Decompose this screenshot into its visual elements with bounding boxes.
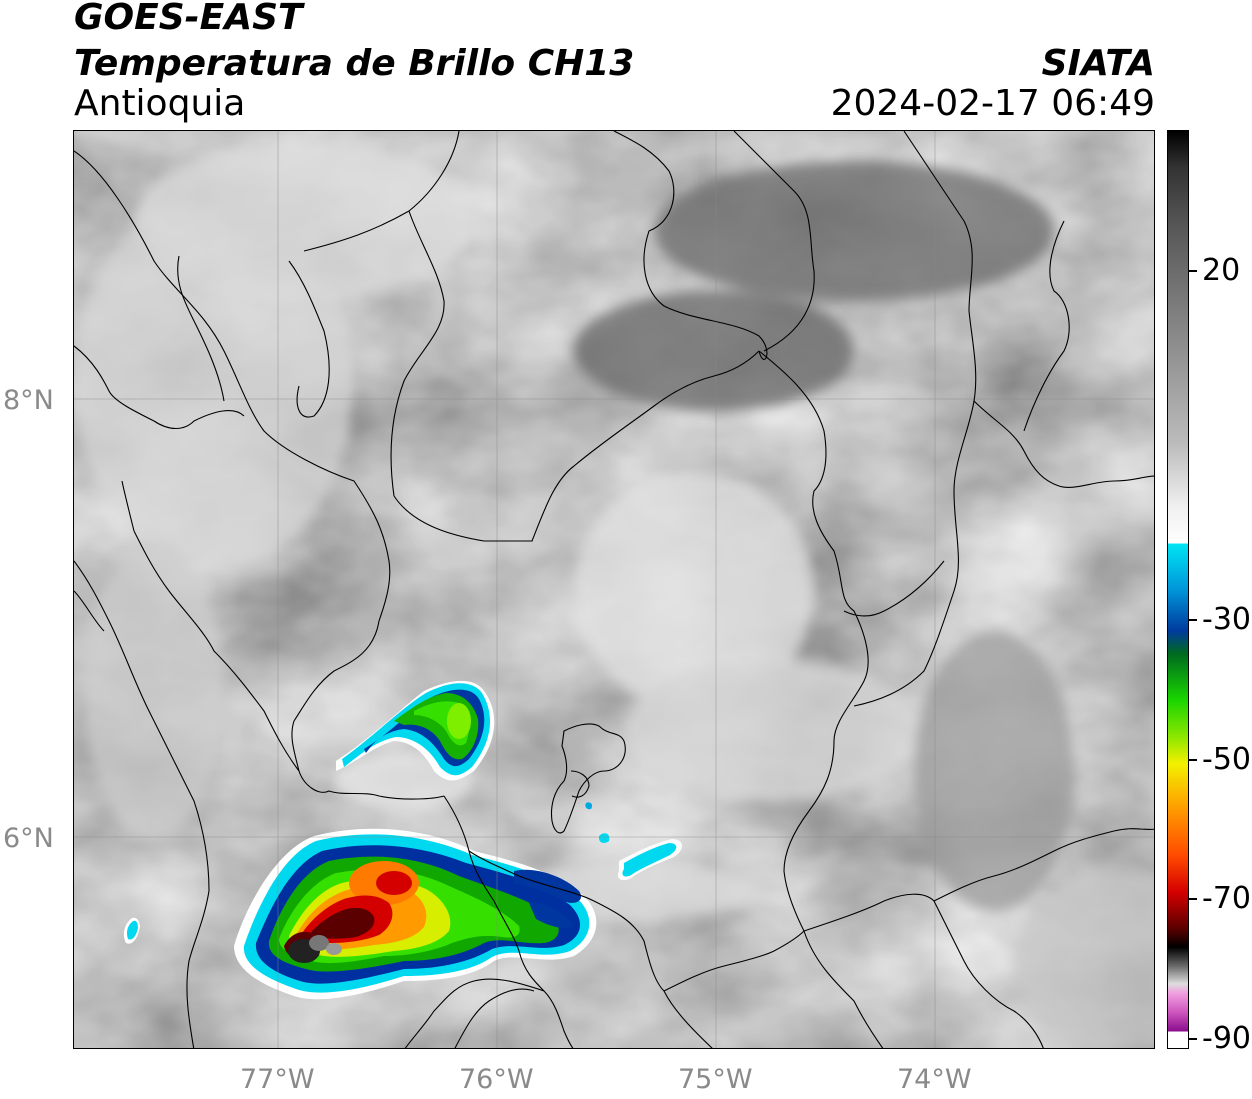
colorbar-tick — [1189, 1038, 1197, 1040]
boundaries — [74, 131, 1154, 1048]
graticule — [74, 131, 1154, 1048]
convective-cell-north — [336, 680, 495, 781]
lon-label-74w: 74°W — [897, 1064, 972, 1095]
colorbar-label-20: 20 — [1202, 253, 1241, 288]
convective-cell-south — [234, 828, 597, 1000]
small-cells — [123, 802, 683, 944]
lat-label-8n: 8°N — [3, 385, 54, 416]
map-title-product: Temperatura de Brillo CH13 — [74, 43, 635, 84]
colorbar-tick — [1189, 619, 1197, 621]
colorbar-label-minus70: -70 — [1202, 881, 1251, 916]
satellite-map — [73, 130, 1155, 1049]
colorbar-label-minus90: -90 — [1202, 1021, 1251, 1056]
organization-label: SIATA — [1041, 43, 1155, 84]
colorbar-label-minus30: -30 — [1202, 602, 1251, 637]
colorbar-tick — [1189, 270, 1197, 272]
lon-label-77w: 77°W — [240, 1064, 315, 1095]
colorbar-tick — [1189, 898, 1197, 900]
lat-label-6n: 6°N — [3, 823, 54, 854]
map-region-label: Antioquia — [74, 83, 246, 124]
colorbar-label-minus50: -50 — [1202, 742, 1251, 777]
colorbar-tick — [1189, 759, 1197, 761]
map-canvas — [74, 131, 1154, 1048]
colorbar — [1167, 130, 1189, 1049]
lon-label-75w: 75°W — [678, 1064, 753, 1095]
timestamp-label: 2024-02-17 06:49 — [830, 83, 1155, 124]
lon-label-76w: 76°W — [459, 1064, 534, 1095]
map-title-satellite: GOES-EAST — [74, 0, 303, 38]
